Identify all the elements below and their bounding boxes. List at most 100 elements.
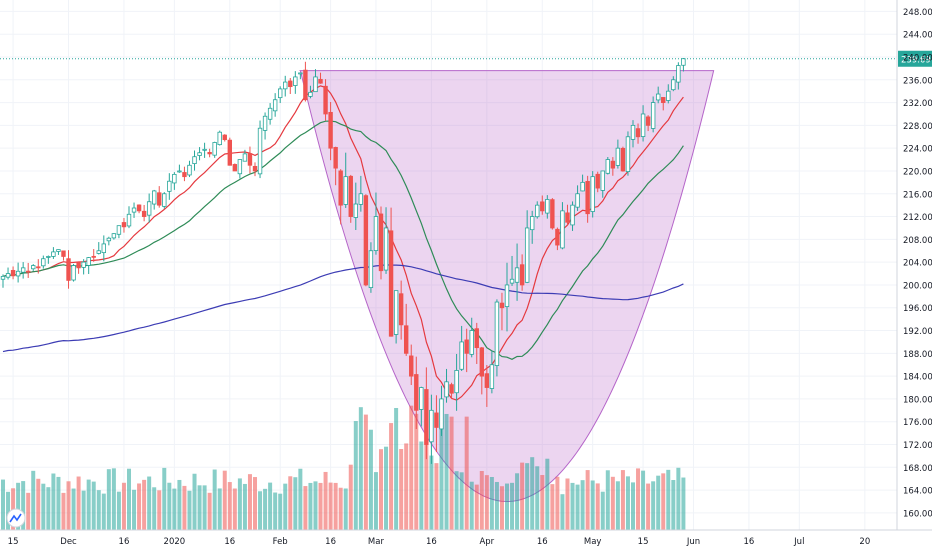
volume-bar [26, 492, 31, 530]
volume-bar [444, 413, 449, 530]
last-price-line: 239.69 [0, 50, 932, 67]
volume-bar [36, 478, 41, 530]
volume-bar [565, 478, 570, 530]
volume-bar [399, 449, 404, 530]
candle-body [308, 91, 313, 97]
volume-bar [313, 481, 318, 530]
volume-bar [56, 476, 61, 530]
volume-bar [515, 473, 520, 530]
price-tick-label: 168.00 [903, 464, 932, 474]
candle-body [277, 88, 283, 99]
volume-bar [66, 481, 71, 530]
price-tick-label: 184.00 [903, 373, 932, 383]
price-tick-label: 172.00 [903, 441, 932, 451]
volume-bar [303, 486, 308, 530]
candle-body [333, 147, 338, 169]
volume-bar [550, 484, 555, 530]
candle-body [504, 284, 510, 307]
candle-body [172, 173, 177, 184]
volume-bar [308, 482, 313, 530]
volume-bar [610, 476, 615, 530]
candle-body [570, 204, 575, 226]
volume-bar [575, 484, 580, 530]
candle-body [86, 257, 91, 266]
volume-bar [217, 488, 222, 530]
volume-bar [404, 443, 409, 530]
time-tick-label: 16 [325, 537, 336, 547]
ma-short-line [2, 85, 684, 401]
volume-bars [1, 405, 686, 530]
volume-bar [76, 476, 81, 530]
volume-bar [595, 483, 600, 530]
candle-body [479, 347, 484, 377]
logo[interactable] [6, 508, 26, 528]
volume-bar [646, 483, 651, 530]
time-tick-label: 15 [638, 537, 649, 547]
candle-body [31, 265, 36, 270]
candle-body [530, 216, 535, 231]
volume-bar [172, 488, 177, 530]
ma-medium-line [2, 120, 684, 360]
volume-bar [147, 476, 152, 530]
volume-bar [298, 468, 303, 530]
candle-body [600, 170, 605, 191]
candle-body [459, 341, 464, 370]
candle-body [484, 373, 490, 388]
price-tick-label: 188.00 [903, 350, 932, 360]
candle-body [519, 264, 525, 286]
volume-bar [651, 481, 656, 530]
volume-bar [570, 482, 575, 530]
volume-bar [1, 479, 5, 530]
candle-body [671, 79, 676, 91]
volume-bar [111, 468, 116, 530]
candle-body [590, 176, 595, 212]
volume-bar [343, 488, 348, 530]
candle-body [469, 330, 474, 355]
candle-body [620, 147, 626, 172]
volume-bar [187, 490, 192, 530]
volume-bar [625, 476, 630, 530]
candle-body [187, 164, 192, 176]
price-axis[interactable]: 248.00 244.00 240.00 236.00 232.00 228.00 224.… [896, 0, 932, 530]
volume-bar [434, 463, 439, 530]
time-axis[interactable]: 15 Dec 16 2020 16 Feb 16 Mar 16 Apr 16 May 15 Jun 16 Ju… [0, 529, 932, 547]
candle-body [222, 134, 227, 141]
volume-bar [353, 421, 358, 530]
price-tick-label: 212.00 [903, 213, 932, 223]
volume-bar [132, 489, 137, 530]
volume-bar [585, 470, 590, 530]
candle-body [353, 203, 358, 218]
candle-body [575, 193, 580, 208]
logo-mark [9, 513, 22, 523]
volume-bar [666, 469, 671, 530]
volume-bar [368, 429, 373, 530]
candle-body [535, 204, 540, 218]
volume-bar [333, 482, 338, 530]
candle-body [625, 136, 631, 172]
candle-body [635, 128, 641, 138]
price-tick-label: 176.00 [903, 418, 932, 428]
volume-bar [505, 483, 509, 530]
candle-body [212, 142, 217, 156]
volume-bar [41, 483, 46, 530]
candle-body [146, 201, 152, 216]
volume-bar [358, 407, 363, 530]
time-tick-label: 16 [744, 537, 755, 547]
volume-bar [560, 494, 565, 530]
candle-body [676, 65, 681, 83]
candle-body [136, 204, 142, 212]
volume-bar [555, 476, 560, 530]
volume-bar [167, 482, 172, 530]
candle-body [509, 278, 515, 284]
volume-bar [197, 485, 202, 530]
time-tick-label: Jul [793, 537, 804, 547]
candle-body [595, 173, 600, 189]
candle-body [393, 290, 399, 335]
candle-body [151, 190, 157, 205]
candle-body [378, 213, 384, 272]
volume-bar [182, 485, 187, 530]
time-tick-label: 16 [537, 537, 548, 547]
candle-body [645, 116, 651, 126]
